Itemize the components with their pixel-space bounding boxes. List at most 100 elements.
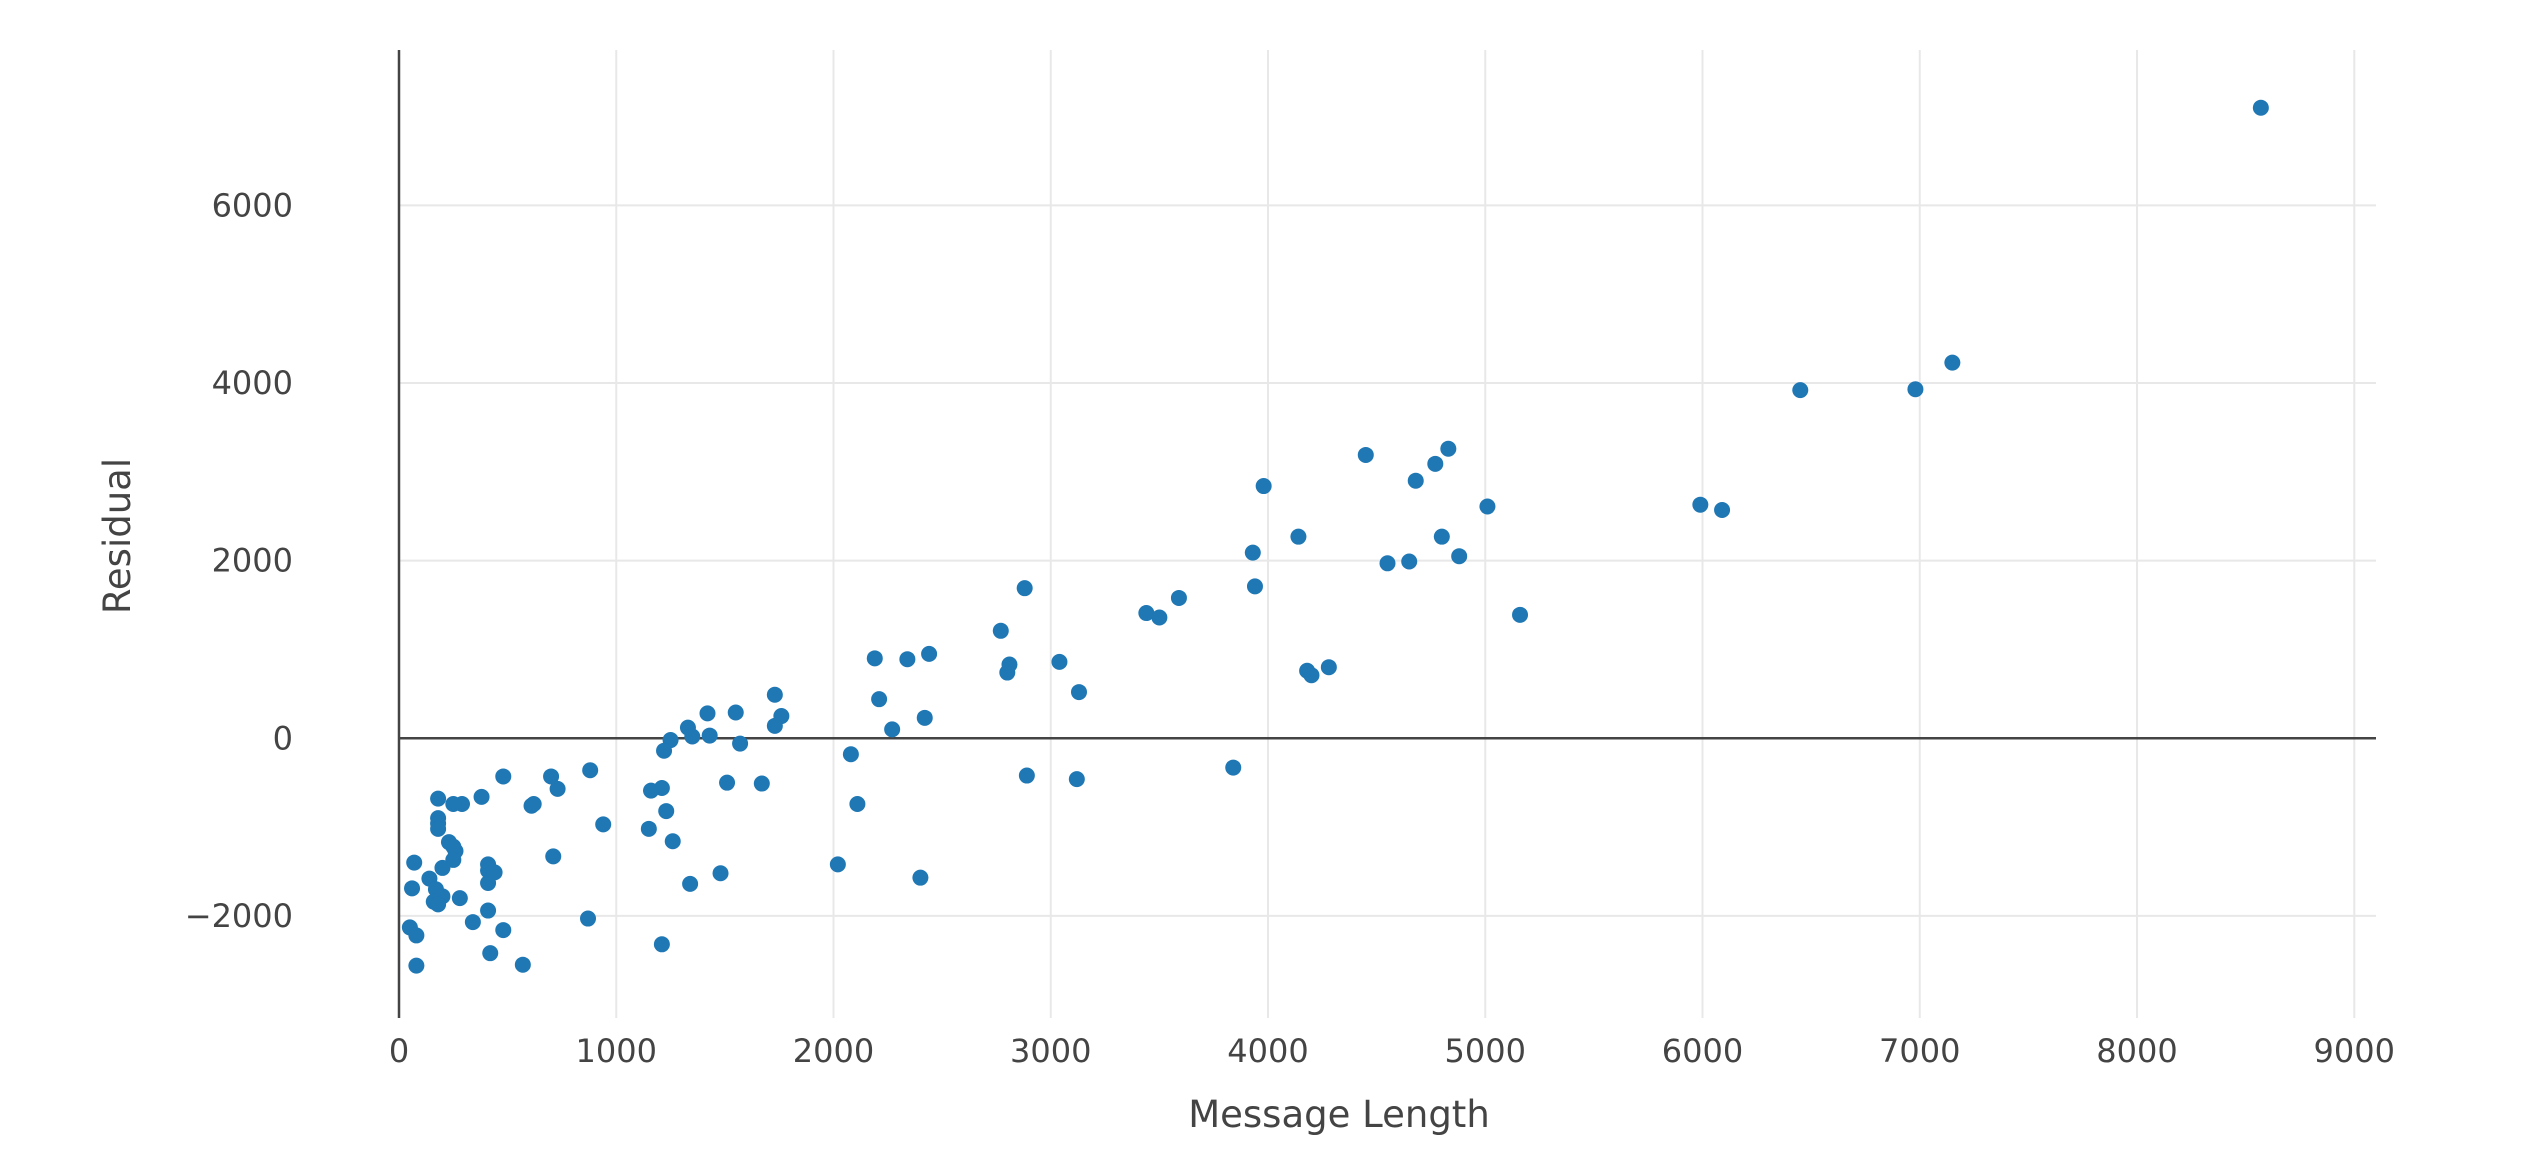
data-point bbox=[2252, 99, 2269, 116]
x-tick-label: 6000 bbox=[1662, 1032, 1743, 1070]
data-point bbox=[482, 945, 499, 962]
data-point bbox=[884, 721, 901, 738]
data-point bbox=[545, 848, 562, 865]
data-point bbox=[1225, 759, 1242, 776]
data-point bbox=[1407, 472, 1424, 489]
data-point bbox=[899, 651, 916, 668]
data-point bbox=[753, 775, 770, 792]
data-point bbox=[595, 816, 612, 833]
data-point bbox=[719, 774, 736, 791]
data-point bbox=[1451, 548, 1468, 565]
data-point bbox=[1246, 578, 1263, 595]
grid-layer bbox=[399, 50, 2376, 1018]
data-point bbox=[404, 880, 421, 897]
data-points bbox=[401, 99, 2269, 974]
data-point bbox=[1051, 653, 1068, 670]
data-point bbox=[525, 795, 542, 812]
tick-labels: 0 1000 2000 3000 4000 5000 6000 7000 8000 9000 −20… bbox=[185, 186, 2395, 1070]
data-point bbox=[480, 902, 497, 919]
data-point bbox=[427, 881, 444, 898]
data-point bbox=[829, 856, 846, 873]
data-point bbox=[1244, 544, 1261, 561]
data-point bbox=[408, 927, 425, 944]
data-point bbox=[1401, 553, 1418, 570]
data-point bbox=[1170, 589, 1187, 606]
data-point bbox=[1427, 455, 1444, 472]
x-tick-label: 1000 bbox=[576, 1032, 657, 1070]
data-point bbox=[640, 820, 657, 837]
data-point bbox=[1792, 382, 1809, 399]
data-point bbox=[480, 875, 497, 892]
data-point bbox=[1303, 667, 1320, 684]
data-point bbox=[1512, 606, 1529, 623]
data-point bbox=[1071, 684, 1088, 701]
data-point bbox=[451, 890, 468, 907]
data-point bbox=[543, 768, 560, 785]
data-point bbox=[842, 746, 859, 763]
data-point bbox=[684, 728, 701, 745]
y-tick-label: −2000 bbox=[185, 897, 293, 935]
data-point bbox=[1290, 528, 1307, 545]
data-point bbox=[1138, 605, 1155, 622]
data-point bbox=[1944, 354, 1961, 371]
data-point bbox=[1479, 498, 1496, 515]
data-point bbox=[445, 795, 462, 812]
x-tick-label: 3000 bbox=[1010, 1032, 1091, 1070]
data-point bbox=[408, 957, 425, 974]
data-point bbox=[1907, 381, 1924, 398]
data-point bbox=[727, 704, 744, 721]
data-point bbox=[549, 780, 566, 797]
x-tick-label: 2000 bbox=[793, 1032, 874, 1070]
data-point bbox=[1320, 659, 1337, 676]
data-point bbox=[921, 645, 938, 662]
data-point bbox=[682, 875, 699, 892]
data-point bbox=[1692, 496, 1709, 513]
data-point bbox=[464, 914, 481, 931]
data-point bbox=[1016, 580, 1033, 597]
data-point bbox=[582, 762, 599, 779]
data-point bbox=[643, 782, 660, 799]
data-point bbox=[656, 742, 673, 759]
data-point bbox=[1379, 555, 1396, 572]
data-point bbox=[912, 869, 929, 886]
y-axis-title: Residual bbox=[96, 458, 139, 614]
data-point bbox=[430, 790, 447, 807]
data-point bbox=[434, 859, 451, 876]
x-tick-label: 9000 bbox=[2314, 1032, 2395, 1070]
data-point bbox=[514, 956, 531, 973]
data-point bbox=[1255, 478, 1272, 495]
x-tick-label: 7000 bbox=[1879, 1032, 1960, 1070]
data-point bbox=[580, 910, 597, 927]
data-point bbox=[473, 788, 490, 805]
data-point bbox=[653, 936, 670, 953]
data-point bbox=[658, 803, 675, 820]
data-point bbox=[1151, 609, 1168, 626]
data-point bbox=[430, 896, 447, 913]
data-point bbox=[701, 727, 718, 744]
data-point bbox=[992, 622, 1009, 639]
data-point bbox=[766, 717, 783, 734]
data-point bbox=[664, 833, 681, 850]
y-tick-label: 0 bbox=[273, 719, 293, 757]
data-point bbox=[430, 820, 447, 837]
y-tick-label: 2000 bbox=[212, 542, 293, 580]
data-point bbox=[1357, 446, 1374, 463]
data-point bbox=[916, 709, 933, 726]
y-tick-label: 4000 bbox=[212, 364, 293, 402]
data-point bbox=[849, 795, 866, 812]
axis-layer bbox=[397, 50, 2376, 1018]
data-point bbox=[1001, 656, 1018, 673]
y-tick-label: 6000 bbox=[212, 186, 293, 224]
data-point bbox=[495, 922, 512, 939]
data-point bbox=[766, 686, 783, 703]
x-tick-label: 5000 bbox=[1445, 1032, 1526, 1070]
x-tick-label: 4000 bbox=[1227, 1032, 1308, 1070]
x-tick-label: 0 bbox=[389, 1032, 409, 1070]
x-tick-label: 8000 bbox=[2096, 1032, 2177, 1070]
data-point bbox=[1068, 771, 1085, 788]
data-point bbox=[1018, 767, 1035, 784]
x-axis-title: Message Length bbox=[1188, 1093, 1490, 1136]
data-point bbox=[712, 865, 729, 882]
